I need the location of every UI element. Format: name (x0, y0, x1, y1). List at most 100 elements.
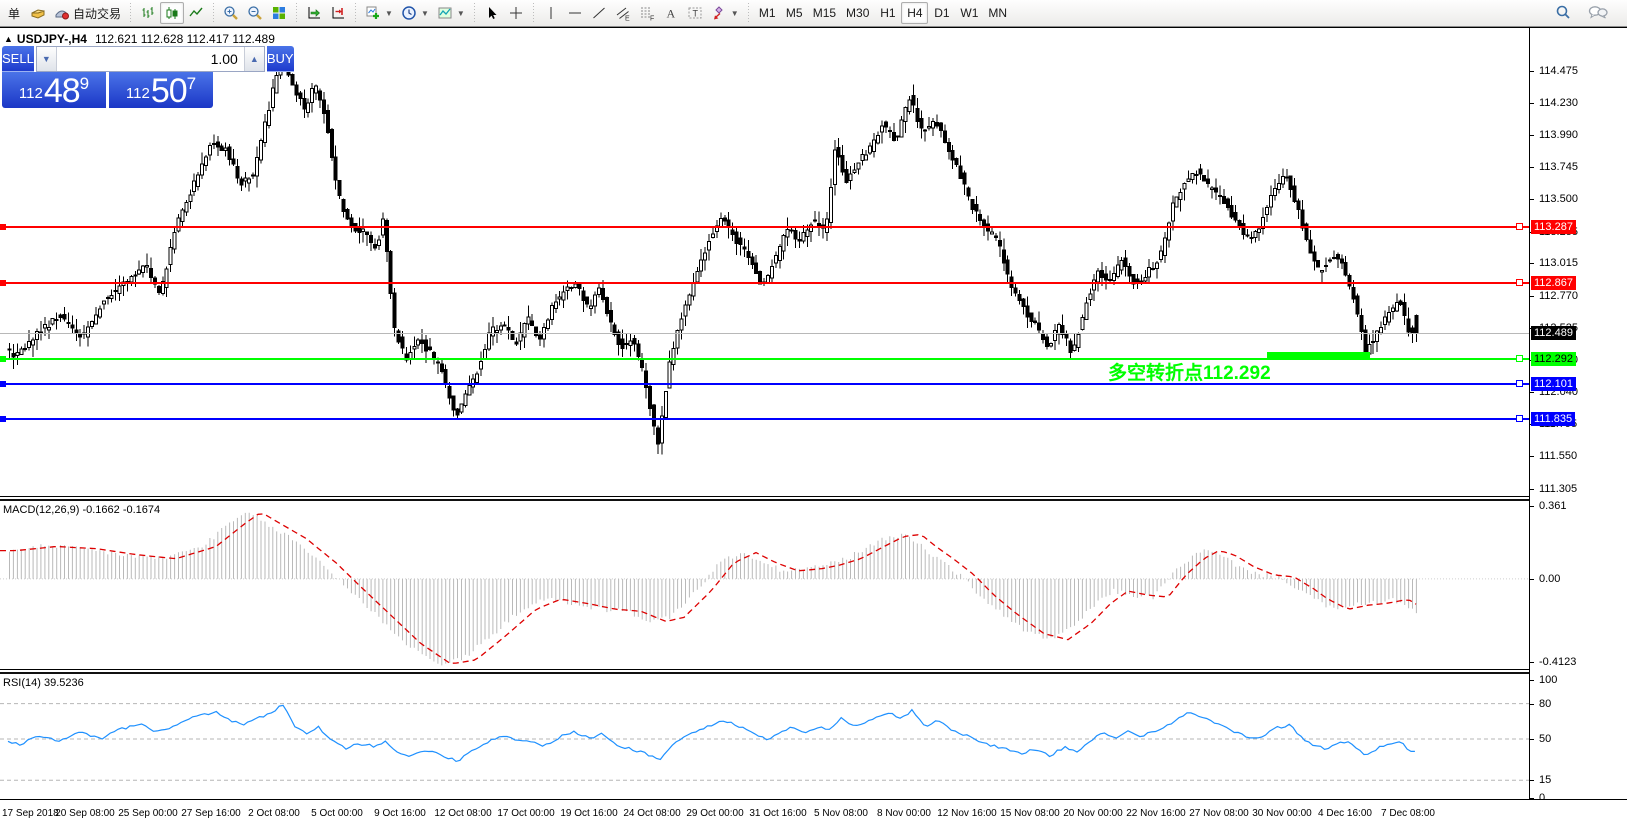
dropdown-arrow-icon[interactable]: ▼ (385, 8, 393, 18)
tf-m1-button[interactable]: M1 (754, 2, 781, 24)
time-label[interactable]: 27 Nov 08:00 (1189, 808, 1249, 819)
vertical-line-button[interactable] (539, 2, 563, 24)
time-label[interactable]: 15 Nov 08:00 (1000, 808, 1060, 819)
cursor-button[interactable] (480, 2, 504, 24)
time-label[interactable]: 17 Oct 00:00 (497, 808, 555, 819)
tf-m5-button[interactable]: M5 (781, 2, 808, 24)
history-book-button[interactable] (26, 2, 50, 24)
svg-text:E: E (625, 16, 630, 22)
time-label[interactable]: 17 Sep 2018 (2, 808, 59, 819)
bars-chart-button[interactable] (136, 2, 160, 24)
text-button[interactable]: A (659, 2, 683, 24)
tf-mn-button[interactable]: MN (983, 2, 1012, 24)
toolbar-grip[interactable] (210, 3, 218, 23)
tf-h1-button[interactable]: H1 (874, 2, 901, 24)
tf-h4-button[interactable]: H4 (901, 2, 929, 24)
chat-button[interactable] (1584, 2, 1613, 24)
horizontal-level-line[interactable] (0, 282, 1529, 284)
toolbar-grip[interactable] (529, 3, 537, 23)
autotrading-button[interactable]: 自动交易 (50, 2, 125, 24)
text-label-button[interactable]: T (683, 2, 707, 24)
time-label[interactable]: 12 Oct 08:00 (434, 808, 492, 819)
tf-d1-button[interactable]: D1 (928, 2, 955, 24)
tile-windows-button[interactable] (267, 2, 291, 24)
collapse-panel-icon[interactable]: ▲ (4, 34, 13, 44)
time-label[interactable]: 2 Oct 08:00 (248, 808, 300, 819)
time-label[interactable]: 20 Nov 00:00 (1063, 808, 1123, 819)
volume-decrease-button[interactable]: ▼ (36, 47, 57, 71)
time-axis[interactable]: 17 Sep 2018 20 Sep 08:00 25 Sep 00:00 27 Se… (0, 799, 1627, 822)
auto-scroll-button[interactable] (302, 2, 326, 24)
arrows-shapes-button[interactable]: ▼ (707, 2, 743, 24)
level-handle[interactable] (1516, 223, 1523, 230)
time-label[interactable]: 27 Sep 16:00 (181, 808, 241, 819)
dropdown-arrow-icon[interactable]: ▼ (420, 8, 429, 18)
pivot-annotation[interactable]: 多空转折点112.292 (1108, 363, 1271, 384)
tf-w1-button[interactable]: W1 (955, 2, 983, 24)
buy-price[interactable]: 112 50 7 (109, 72, 213, 108)
time-label[interactable]: 22 Nov 16:00 (1126, 808, 1186, 819)
time-label[interactable]: 5 Nov 08:00 (814, 808, 868, 819)
pane-separator[interactable] (0, 669, 1627, 674)
highlight-bar[interactable] (1267, 352, 1370, 360)
pane-separator[interactable] (0, 496, 1627, 501)
toolbar-grip[interactable] (744, 3, 752, 23)
new-order-partial-button[interactable]: 单 (2, 2, 26, 24)
price-axis[interactable]: 114.475 114.230 113.990 113.745 113.500 113.2… (1529, 28, 1627, 804)
templates-button[interactable]: ▼ (433, 2, 469, 24)
sell-button[interactable]: SELL (2, 46, 34, 72)
add-indicator-button[interactable]: ▼ (361, 2, 397, 24)
volume-input[interactable] (56, 47, 244, 71)
toolbar-grip[interactable] (293, 3, 301, 23)
dropdown-arrow-icon[interactable]: ▼ (456, 8, 465, 18)
periods-button[interactable]: ▼ (397, 2, 433, 24)
time-label[interactable]: 19 Oct 16:00 (560, 808, 618, 819)
horizontal-level-line[interactable] (0, 383, 1529, 385)
buy-button[interactable]: BUY (266, 46, 294, 72)
horizontal-level-line[interactable] (0, 418, 1529, 420)
horizontal-level-line[interactable] (0, 358, 1529, 360)
tf-m15-button[interactable]: M15 (808, 2, 841, 24)
toolbar-grip[interactable] (352, 3, 360, 23)
time-label[interactable]: 5 Oct 00:00 (311, 808, 363, 819)
time-label[interactable]: 31 Oct 16:00 (749, 808, 807, 819)
time-label[interactable]: 7 Dec 08:00 (1381, 808, 1435, 819)
price-pane[interactable]: ▲ USDJPY-,H4 112.621 112.628 112.417 112.4… (0, 28, 1529, 496)
time-label[interactable]: 25 Sep 00:00 (118, 808, 178, 819)
autotrading-label: 自动交易 (73, 6, 122, 21)
axis-tick-mark (1530, 103, 1534, 104)
candles-chart-button[interactable] (160, 2, 185, 24)
toolbar-grip[interactable] (470, 3, 478, 23)
dropdown-arrow-icon[interactable]: ▼ (730, 8, 739, 18)
fibonacci-button[interactable]: F (635, 2, 659, 24)
line-chart-button[interactable] (184, 2, 208, 24)
time-label[interactable]: 20 Sep 08:00 (55, 808, 115, 819)
level-handle[interactable] (1516, 415, 1523, 422)
sell-price[interactable]: 112 48 9 (2, 72, 106, 108)
chart-shift-button[interactable] (326, 2, 350, 24)
price-tick-label: 111.305 (1539, 482, 1578, 495)
search-button[interactable] (1550, 2, 1576, 24)
level-handle[interactable] (1516, 380, 1523, 387)
horizontal-line-button[interactable] (563, 2, 587, 24)
macd-tick-label: 0.361 (1539, 499, 1567, 512)
time-label[interactable]: 4 Dec 16:00 (1318, 808, 1372, 819)
zoom-out-button[interactable] (243, 2, 267, 24)
time-label[interactable]: 8 Nov 00:00 (877, 808, 931, 819)
time-label[interactable]: 24 Oct 08:00 (623, 808, 681, 819)
tf-m30-button[interactable]: M30 (841, 2, 874, 24)
zoom-in-button[interactable] (219, 2, 243, 24)
time-label[interactable]: 30 Nov 00:00 (1252, 808, 1312, 819)
time-label[interactable]: 29 Oct 00:00 (686, 808, 744, 819)
trendline-button[interactable] (587, 2, 611, 24)
crosshair-button[interactable] (504, 2, 528, 24)
equidistant-channel-button[interactable]: E (611, 2, 635, 24)
horizontal-level-line[interactable] (0, 226, 1529, 228)
level-handle[interactable] (1516, 355, 1523, 362)
level-handle[interactable] (1516, 279, 1523, 286)
toolbar-grip[interactable] (127, 3, 135, 23)
volume-increase-button[interactable]: ▲ (243, 47, 264, 71)
time-label[interactable]: 9 Oct 16:00 (374, 808, 426, 819)
time-label[interactable]: 12 Nov 16:00 (937, 808, 997, 819)
